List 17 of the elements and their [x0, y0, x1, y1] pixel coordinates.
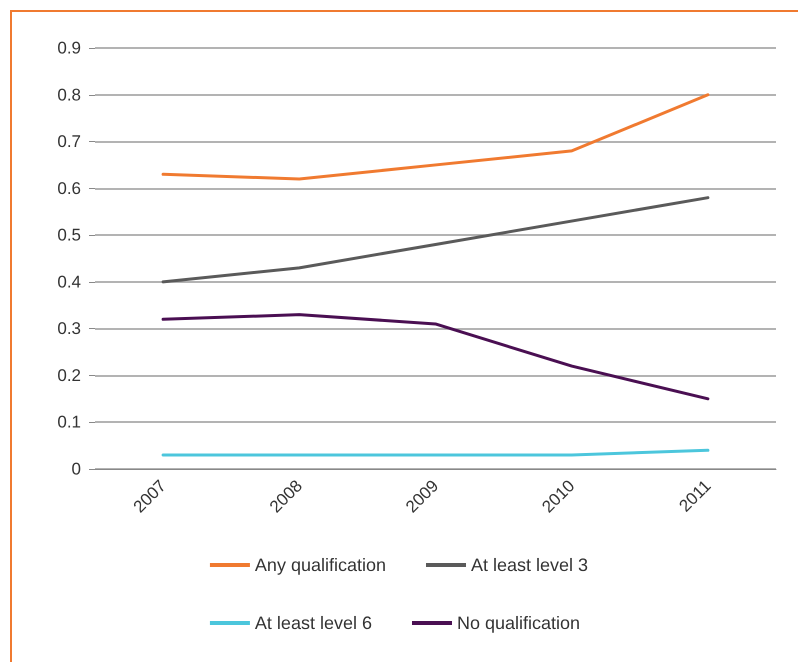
legend-label: Any qualification [254, 555, 386, 575]
y-tick-label: 0.9 [57, 38, 81, 58]
y-tick-label: 0.6 [57, 178, 81, 198]
line-series [162, 313, 710, 400]
y-tick-label: 0.8 [57, 85, 81, 104]
y-tick-label: 0.5 [57, 226, 81, 245]
legend-label: No qualification [456, 613, 580, 633]
line-series [162, 196, 710, 284]
line-series [162, 93, 710, 180]
y-tick-label: 0.4 [57, 272, 81, 292]
y-tick-label: 0.3 [57, 319, 81, 338]
y-tick-label: 0.7 [57, 132, 81, 152]
legend-label: At least level 3 [471, 555, 588, 575]
y-tick-label: 0.1 [57, 412, 81, 432]
y-tick-label: 0 [72, 460, 81, 478]
y-tick-label: 0.2 [57, 366, 81, 385]
legend-label: At least level 6 [254, 613, 372, 633]
